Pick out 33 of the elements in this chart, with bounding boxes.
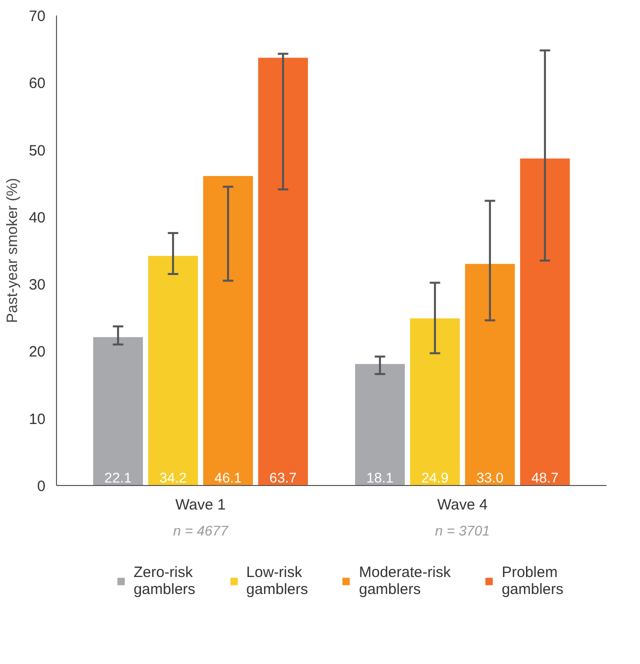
y-tick-label: 10 xyxy=(28,410,46,428)
data-label: 48.7 xyxy=(531,470,559,486)
bar xyxy=(203,176,253,486)
bar xyxy=(148,256,198,486)
data-label: 46.1 xyxy=(214,470,242,486)
y-tick-label: 70 xyxy=(28,8,46,25)
bar xyxy=(410,318,460,486)
x-tick-label: Wave 4 xyxy=(437,496,488,514)
data-label: 24.9 xyxy=(421,470,449,486)
y-tick-label: 60 xyxy=(28,75,46,92)
data-label: 22.1 xyxy=(104,470,132,486)
data-label: 63.7 xyxy=(269,470,297,486)
bar xyxy=(258,58,308,486)
bar xyxy=(93,337,143,486)
bar xyxy=(520,158,570,486)
legend-label: Problem gamblers xyxy=(502,564,564,598)
bar xyxy=(355,364,405,486)
text: n = 4677 xyxy=(173,522,230,538)
y-tick-label: 40 xyxy=(28,209,46,226)
data-label: 34.2 xyxy=(159,470,187,486)
y-axis-title: Past-year smoker (%) xyxy=(4,178,21,324)
legend-label: Low-risk gamblers xyxy=(246,564,308,598)
y-tick-label: 50 xyxy=(28,142,46,160)
legend-label: Zero-risk gamblers xyxy=(134,564,196,598)
text: n = 3701 xyxy=(435,522,490,538)
y-tick-label: 20 xyxy=(28,344,46,361)
data-label: 18.1 xyxy=(366,470,394,486)
y-tick-label: 30 xyxy=(28,276,46,294)
bar xyxy=(465,264,515,486)
data-label: 33.0 xyxy=(476,470,504,486)
x-tick-label: Wave 1 xyxy=(175,496,226,514)
y-tick-label: 0 xyxy=(37,478,46,495)
legend-label: Moderate-risk gamblers xyxy=(359,564,451,598)
